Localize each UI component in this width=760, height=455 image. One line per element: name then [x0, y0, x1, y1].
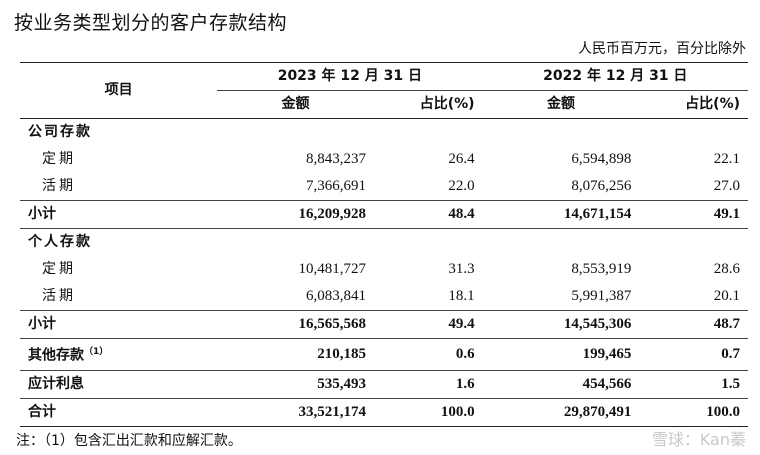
- table-row: 活期 7,366,691 22.0 8,076,256 27.0: [20, 173, 748, 201]
- table-row: 定期 8,843,237 26.4 6,594,898 22.1: [20, 146, 748, 173]
- row-label: 活期: [42, 288, 76, 304]
- row-label: 合计: [20, 397, 218, 427]
- footnote: 注：（1）包含汇出汇款和应解汇款。: [16, 433, 242, 449]
- year-2023-header: 2023 年 12 月 31 日: [217, 62, 483, 91]
- ratio-2023: 48.4: [373, 200, 483, 229]
- section-label: 个人存款: [20, 228, 748, 256]
- section-row-corporate: 公司存款: [20, 118, 748, 146]
- total-row: 合计 33,521,174 100.0 29,870,491 100.0: [20, 397, 748, 427]
- item-column-header: 项目: [20, 62, 218, 119]
- ratio-2023: 49.4: [373, 310, 483, 339]
- row-label: 定期: [42, 151, 76, 167]
- header-row-years: 项目 2023 年 12 月 31 日 2022 年 12 月 31 日: [20, 62, 748, 119]
- amount-2022: 199,465: [482, 338, 640, 371]
- row-label: 应计利息: [20, 369, 218, 399]
- amount-2022: 8,076,256: [571, 178, 632, 194]
- header-row-columns: 金额 占比(%) 金额 占比(%): [20, 91, 748, 119]
- amount-2022: 6,594,898: [571, 151, 632, 167]
- row-label: 活期: [42, 178, 76, 194]
- amount-2022-header: 金额: [546, 96, 575, 112]
- amount-2022: 29,870,491: [482, 397, 640, 427]
- ratio-2023: 100.0: [373, 397, 483, 427]
- subtotal-row: 小计 16,209,928 48.4 14,671,154 49.1: [20, 200, 748, 229]
- deposit-structure-table: 项目 2023 年 12 月 31 日 2022 年 12 月 31 日 金额 …: [20, 62, 748, 427]
- unit-note: 人民币百万元，百分比除外: [578, 41, 746, 57]
- accrued-interest-row: 应计利息 535,493 1.6 454,566 1.5: [20, 369, 748, 399]
- amount-2023: 6,083,841: [305, 288, 366, 304]
- amount-2022: 8,553,919: [571, 261, 632, 277]
- ratio-2023: 18.1: [448, 288, 475, 304]
- ratio-2022: 49.1: [639, 200, 748, 229]
- amount-2023: 7,366,691: [305, 178, 366, 194]
- amount-2023: 10,481,727: [298, 261, 366, 277]
- section-row-personal: 个人存款: [20, 228, 748, 256]
- page-title: 按业务类型划分的客户存款结构: [14, 12, 288, 34]
- amount-2022: 14,545,306: [482, 310, 640, 339]
- ratio-2022-header: 占比(%): [685, 96, 740, 112]
- table-row: 活期 6,083,841 18.1 5,991,387 20.1: [20, 283, 748, 311]
- ratio-2022: 20.1: [713, 288, 740, 304]
- amount-2023: 16,209,928: [217, 200, 374, 229]
- row-label-text: 其他存款: [28, 347, 84, 364]
- table-row: 定期 10,481,727 31.3 8,553,919 28.6: [20, 256, 748, 283]
- watermark: 雪球：Kan蓁: [651, 430, 746, 449]
- ratio-2022: 27.0: [713, 178, 740, 194]
- ratio-2023: 31.3: [448, 261, 475, 277]
- ratio-2022: 0.7: [639, 338, 748, 371]
- amount-2023: 16,565,568: [217, 310, 374, 339]
- amount-2023: 8,843,237: [305, 151, 366, 167]
- footnote-marker: （1）: [84, 347, 109, 357]
- row-label: 小计: [20, 310, 218, 339]
- amount-2023-header: 金额: [281, 96, 310, 112]
- other-deposits-row: 其他存款（1） 210,185 0.6 199,465 0.7: [20, 338, 748, 371]
- ratio-2023: 0.6: [373, 338, 483, 371]
- amount-2022: 454,566: [482, 369, 640, 399]
- ratio-2023-header: 占比(%): [419, 96, 475, 112]
- subtotal-row: 小计 16,565,568 49.4 14,545,306 48.7: [20, 310, 748, 339]
- amount-2023: 535,493: [217, 369, 374, 399]
- ratio-2023: 22.0: [448, 178, 475, 194]
- amount-2023: 210,185: [217, 338, 374, 371]
- row-label: 定期: [42, 261, 76, 277]
- row-label: 小计: [20, 200, 218, 229]
- row-label: 其他存款（1）: [20, 338, 218, 371]
- section-label: 公司存款: [20, 118, 748, 146]
- ratio-2023: 1.6: [373, 369, 483, 399]
- amount-2023: 33,521,174: [217, 397, 374, 427]
- year-2022-header: 2022 年 12 月 31 日: [482, 62, 748, 91]
- amount-2022: 5,991,387: [571, 288, 632, 304]
- ratio-2023: 26.4: [448, 151, 475, 167]
- ratio-2022: 22.1: [713, 151, 740, 167]
- ratio-2022: 48.7: [639, 310, 748, 339]
- ratio-2022: 28.6: [713, 261, 740, 277]
- ratio-2022: 100.0: [639, 397, 748, 427]
- ratio-2022: 1.5: [639, 369, 748, 399]
- amount-2022: 14,671,154: [482, 200, 640, 229]
